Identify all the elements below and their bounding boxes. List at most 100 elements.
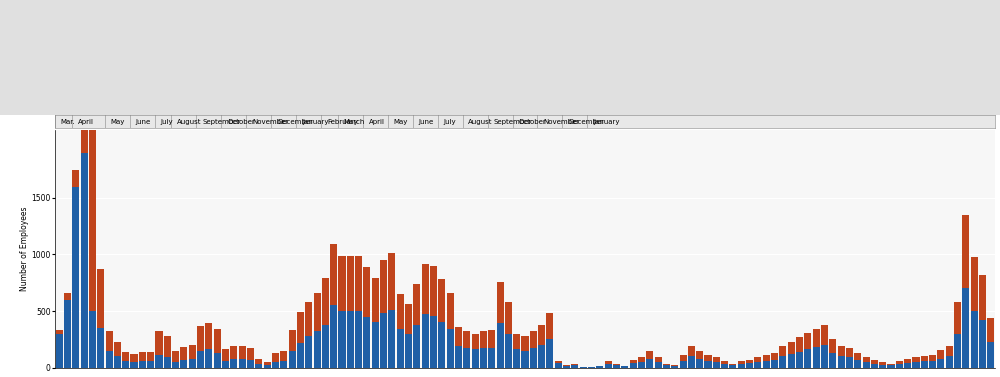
Circle shape <box>444 36 450 44</box>
Text: 📄: 📄 <box>973 25 981 38</box>
Bar <box>763 355 770 361</box>
Bar <box>164 336 171 357</box>
Text: Prior to 09/30/2021: Prior to 09/30/2021 <box>454 53 528 62</box>
Text: ✎: ✎ <box>779 7 787 17</box>
Text: Class I Railroads: Class I Railroads <box>210 31 273 40</box>
Bar <box>680 355 687 361</box>
Bar <box>979 275 986 320</box>
Text: Shortline Railroads: Shortline Railroads <box>217 66 290 75</box>
Bar <box>521 351 529 368</box>
Bar <box>322 278 329 325</box>
Bar <box>546 313 553 339</box>
Bar <box>771 353 778 360</box>
Text: Cancel: Cancel <box>13 98 37 104</box>
Text: July: July <box>161 119 173 124</box>
Text: April: April <box>369 119 385 124</box>
Bar <box>397 329 404 368</box>
Bar <box>463 331 470 348</box>
Bar <box>771 360 778 368</box>
Bar <box>289 351 296 368</box>
Text: Quarantined: Quarantined <box>20 37 68 46</box>
Circle shape <box>444 54 450 61</box>
Bar <box>272 353 279 362</box>
Bar <box>480 348 487 368</box>
Bar <box>538 345 545 368</box>
Bar <box>887 365 895 368</box>
Bar <box>172 351 179 362</box>
Bar <box>89 311 96 368</box>
Text: August: August <box>468 119 493 124</box>
Bar <box>388 253 395 310</box>
Bar <box>630 360 637 363</box>
Bar <box>388 310 395 368</box>
Bar <box>987 318 994 342</box>
Bar <box>521 336 529 351</box>
Text: Year Selection: Year Selection <box>356 7 418 16</box>
Bar <box>230 359 237 368</box>
Bar <box>921 361 928 368</box>
Bar <box>788 342 795 354</box>
Bar <box>987 342 994 368</box>
Bar <box>929 361 936 368</box>
Bar <box>580 367 587 368</box>
Bar <box>280 361 287 368</box>
Bar <box>180 347 187 360</box>
Bar <box>871 363 878 368</box>
Bar <box>380 313 387 368</box>
Bar <box>688 346 695 356</box>
Bar <box>155 331 163 355</box>
Bar <box>330 305 337 368</box>
Bar <box>205 29 333 43</box>
Bar <box>239 359 246 368</box>
Text: October: October <box>227 119 255 124</box>
Bar <box>222 349 229 361</box>
Bar <box>513 334 520 349</box>
Bar <box>638 357 645 362</box>
Bar <box>380 260 387 313</box>
Bar <box>896 361 903 364</box>
Bar <box>297 343 304 368</box>
Bar <box>962 288 969 368</box>
Bar <box>563 365 570 366</box>
Bar <box>347 311 354 368</box>
Bar <box>763 361 770 368</box>
Bar <box>721 364 728 368</box>
Text: December: December <box>568 119 604 124</box>
Bar <box>8 37 16 46</box>
Bar <box>505 302 512 334</box>
Text: October: October <box>518 119 546 124</box>
Text: ✓: ✓ <box>8 20 16 29</box>
Bar <box>81 0 88 153</box>
Bar <box>846 357 853 368</box>
Bar <box>436 2 591 113</box>
Text: January: January <box>593 119 620 124</box>
Bar <box>72 170 79 187</box>
Text: ✓: ✓ <box>206 17 212 26</box>
Bar <box>197 326 204 351</box>
Bar <box>791 2 1000 57</box>
Bar <box>696 351 703 359</box>
Bar <box>405 304 412 334</box>
Bar <box>546 339 553 368</box>
Bar <box>930 10 958 52</box>
Bar <box>854 360 861 368</box>
Bar <box>447 293 454 329</box>
Bar <box>597 39 617 53</box>
Bar <box>363 317 370 368</box>
Bar <box>846 348 853 357</box>
Bar <box>738 364 745 368</box>
Bar <box>779 346 786 356</box>
Bar <box>804 333 811 349</box>
Bar <box>222 361 229 368</box>
Bar <box>130 362 138 368</box>
Bar <box>696 359 703 368</box>
Bar <box>929 354 936 361</box>
Bar <box>713 362 720 368</box>
Bar <box>588 367 595 368</box>
Bar <box>979 320 986 368</box>
Bar <box>879 363 886 365</box>
Bar <box>103 2 198 113</box>
Bar <box>2 2 102 113</box>
Text: %: % <box>970 77 990 96</box>
Bar <box>746 360 753 363</box>
